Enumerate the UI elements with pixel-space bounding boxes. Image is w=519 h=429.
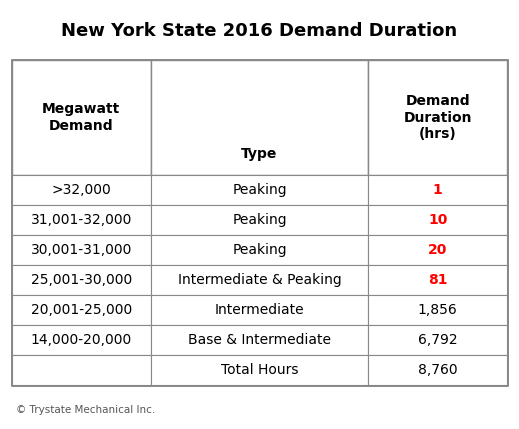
Text: 1: 1	[433, 183, 443, 197]
Bar	[12, 265, 151, 295]
Bar	[12, 355, 151, 385]
Text: 25,001-30,000: 25,001-30,000	[31, 273, 132, 287]
Bar	[368, 355, 507, 385]
Bar	[368, 205, 507, 235]
Text: 10: 10	[428, 213, 447, 227]
Bar	[12, 60, 507, 385]
Bar	[368, 60, 507, 175]
Text: Peaking: Peaking	[232, 243, 287, 257]
Text: Megawatt
Demand: Megawatt Demand	[42, 103, 120, 133]
Text: © Trystate Mechanical Inc.: © Trystate Mechanical Inc.	[16, 405, 155, 415]
Bar	[12, 205, 151, 235]
Bar	[12, 325, 151, 355]
Bar	[368, 265, 507, 295]
Text: >32,000: >32,000	[51, 183, 111, 197]
Bar	[12, 60, 151, 175]
Bar	[368, 295, 507, 325]
Bar	[151, 325, 368, 355]
Text: 20: 20	[428, 243, 447, 257]
Text: Type: Type	[241, 147, 278, 161]
Text: 1,856: 1,856	[418, 303, 458, 317]
Bar	[12, 235, 151, 265]
Bar	[368, 325, 507, 355]
Bar	[12, 295, 151, 325]
Bar	[151, 265, 368, 295]
Bar	[151, 295, 368, 325]
Text: Peaking: Peaking	[232, 213, 287, 227]
Text: Intermediate: Intermediate	[215, 303, 304, 317]
Bar	[151, 205, 368, 235]
Text: Total Hours: Total Hours	[221, 363, 298, 377]
Text: New York State 2016 Demand Duration: New York State 2016 Demand Duration	[61, 22, 458, 40]
Text: Peaking: Peaking	[232, 183, 287, 197]
Bar	[368, 235, 507, 265]
Text: 8,760: 8,760	[418, 363, 458, 377]
Text: 81: 81	[428, 273, 447, 287]
Bar	[368, 175, 507, 205]
Text: Demand
Duration
(hrs): Demand Duration (hrs)	[403, 94, 472, 141]
Bar	[151, 60, 368, 175]
Text: Base & Intermediate: Base & Intermediate	[188, 333, 331, 347]
Bar	[151, 175, 368, 205]
Text: 31,001-32,000: 31,001-32,000	[31, 213, 132, 227]
Text: 20,001-25,000: 20,001-25,000	[31, 303, 132, 317]
Text: 6,792: 6,792	[418, 333, 458, 347]
Text: Intermediate & Peaking: Intermediate & Peaking	[177, 273, 342, 287]
Text: 14,000-20,000: 14,000-20,000	[31, 333, 132, 347]
Bar	[151, 235, 368, 265]
Bar	[151, 355, 368, 385]
Text: 30,001-31,000: 30,001-31,000	[31, 243, 132, 257]
Bar	[12, 175, 151, 205]
